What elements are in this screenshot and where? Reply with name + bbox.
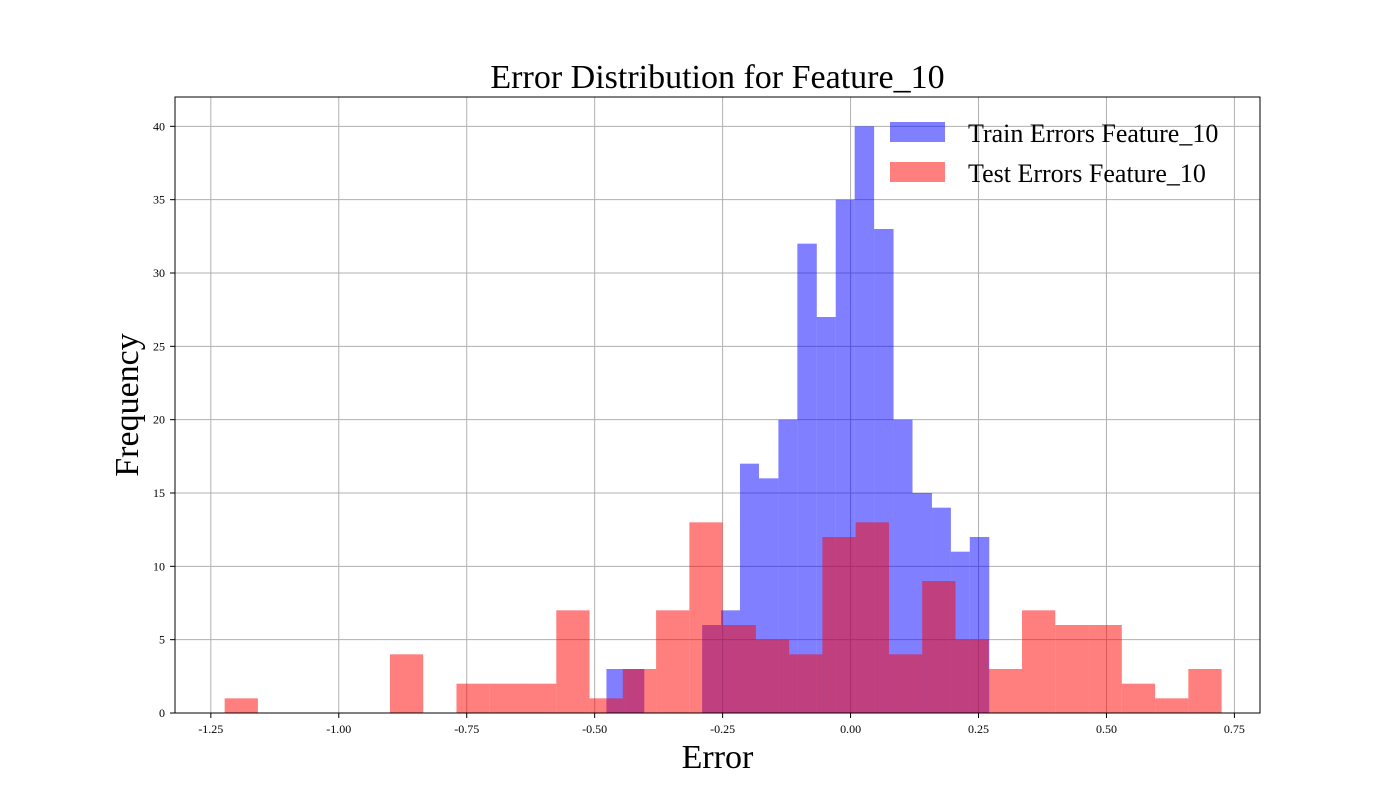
y-tick-label: 35	[153, 193, 165, 207]
histogram-bar	[1188, 669, 1222, 713]
histogram-bar	[789, 654, 823, 713]
x-tick-label: -1.25	[198, 722, 223, 736]
histogram-bar	[456, 683, 490, 713]
x-axis-title: Error	[682, 739, 754, 776]
x-tick-label: 0.50	[1096, 722, 1117, 736]
x-tick-label: -0.25	[710, 722, 735, 736]
legend-swatch	[890, 162, 945, 182]
legend: Train Errors Feature_10 Test Errors Featu…	[890, 119, 1218, 188]
x-tick-label: -0.50	[582, 722, 607, 736]
histogram-bar	[888, 654, 923, 713]
histogram-bar	[224, 698, 258, 713]
histogram-bar	[722, 625, 756, 713]
histogram-bar	[489, 683, 524, 713]
y-tick-label: 20	[153, 413, 165, 427]
legend-label: Train Errors Feature_10	[968, 119, 1218, 148]
y-tick-label: 40	[153, 119, 165, 133]
bars	[224, 126, 1222, 714]
histogram-bar	[556, 610, 590, 713]
y-tick-label: 10	[153, 559, 165, 573]
histogram-bar	[589, 698, 623, 713]
histogram-bar	[1088, 625, 1122, 713]
histogram-bar	[893, 419, 913, 713]
y-axis-title: Frequency	[109, 333, 146, 477]
legend-label: Test Errors Feature_10	[968, 159, 1206, 188]
y-tick-label: 0	[159, 706, 165, 720]
y-tick-label: 15	[153, 486, 165, 500]
histogram-bar	[822, 537, 856, 713]
histogram-bar	[1055, 625, 1089, 713]
histogram-bar	[523, 683, 557, 713]
histogram-bar	[797, 243, 817, 713]
x-tick-label: 0.75	[1224, 722, 1245, 736]
histogram-bar	[922, 581, 956, 713]
histogram-bar	[1022, 610, 1056, 713]
axis-ticks: -1.25 -1.00 -0.75 -0.50 -0.25 0.00 0.25 0.50 0.7…	[153, 119, 1245, 736]
chart-title: Error Distribution for Feature_10	[490, 59, 944, 96]
series-test-bars	[224, 522, 1222, 713]
x-tick-label: -1.00	[326, 722, 351, 736]
legend-item: Train Errors Feature_10	[890, 119, 1218, 148]
histogram-bar	[656, 610, 690, 713]
x-tick-label: 0.25	[968, 722, 989, 736]
x-tick-label: -0.75	[454, 722, 479, 736]
y-tick-label: 30	[153, 266, 165, 280]
histogram-bar	[622, 669, 657, 713]
y-tick-label: 25	[153, 339, 165, 353]
histogram-bar	[988, 669, 1023, 713]
histogram-bar	[1155, 698, 1189, 713]
histogram-bar	[755, 639, 790, 713]
plot-frame	[174, 96, 1261, 714]
histogram-bar	[689, 522, 723, 713]
y-tick-label: 5	[159, 633, 165, 647]
x-tick-label: 0.00	[840, 722, 861, 736]
legend-swatch	[890, 122, 945, 142]
legend-item: Test Errors Feature_10	[890, 159, 1206, 188]
histogram-bar	[389, 654, 424, 713]
histogram-bar	[855, 522, 889, 713]
histogram-bar	[1121, 683, 1156, 713]
histogram-bar	[955, 639, 989, 713]
